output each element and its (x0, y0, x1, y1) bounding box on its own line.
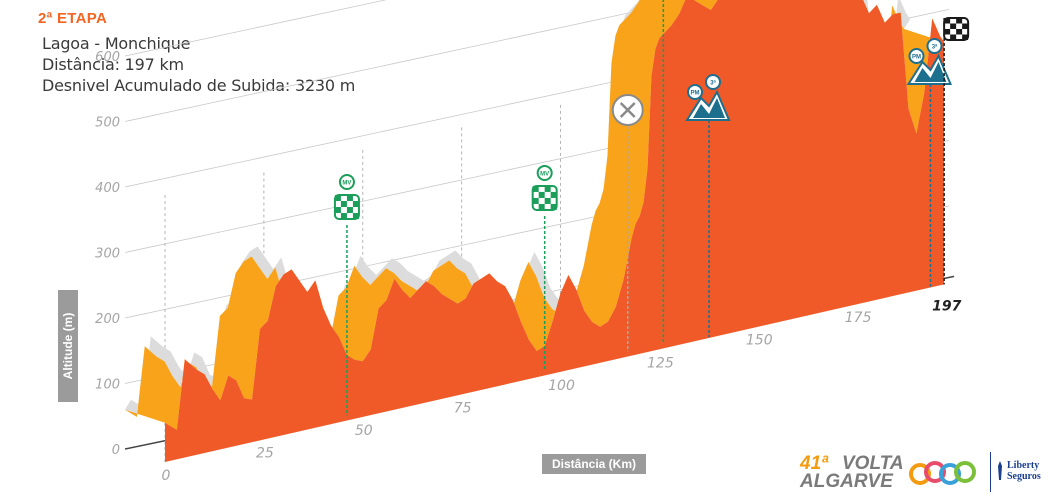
checker-cell (340, 201, 347, 208)
category-badge-icon (705, 74, 722, 90)
pm-badge-icon-text: PM (912, 55, 921, 61)
checker-cell (352, 201, 359, 208)
mv-badge-icon-text: MV (342, 181, 351, 187)
logo-edition: 41ª (800, 453, 829, 474)
mv-badge-icon (536, 164, 553, 181)
elevation-gain: Desnivel Acumulado de Subida: 3230 m (42, 76, 356, 95)
y-axis-title-box (58, 290, 78, 402)
category-badge-icon-text: 3ª (710, 80, 716, 87)
mountain-fill (693, 98, 726, 118)
race-logo: 41ª VOLTA ALGARVE Liberty Seguros (800, 450, 1041, 495)
x-tick-label: 0 (162, 468, 171, 484)
checker-cell (944, 29, 951, 35)
checker-cell (538, 191, 545, 198)
stage-title: 2ª ETAPA (38, 10, 108, 27)
checkpoint-premio-montanha: PM 3ª (685, 74, 731, 338)
x-tick-label: 75 (454, 400, 472, 416)
checker-cell (962, 23, 969, 29)
y-axis-title-text: Altitude (m) (61, 313, 75, 380)
checker-cell (346, 207, 353, 214)
x-tick-label: 125 (647, 355, 674, 371)
x-tick-label: 25 (256, 445, 274, 461)
checkpoint-meta-volante: MV (531, 164, 558, 371)
mv-badge-icon (338, 174, 355, 191)
checker-cell (532, 197, 539, 204)
profile-slope-face (125, 0, 945, 430)
checkpoint-meta-volante: MV (662, 0, 665, 344)
x-tick-label: 50 (355, 423, 373, 439)
y-tick-label: 0 (112, 443, 120, 458)
mountain-fill (914, 62, 947, 82)
checkpoint-abastecimento (611, 94, 644, 352)
sponsor-name: Liberty Seguros (1007, 460, 1041, 482)
y-axis-title: Altitude (m) (58, 290, 78, 402)
y-tick-label: 100 (95, 378, 120, 393)
pm-badge-icon (687, 84, 704, 100)
knife-icon (619, 102, 636, 118)
checker-cell (334, 207, 341, 214)
x-tick-label: 100 (548, 378, 575, 394)
mv-badge-icon-text: MV (540, 171, 549, 177)
profile-front-face (165, 0, 945, 462)
y-tick-label: 200 (95, 312, 120, 327)
checker-cell (944, 18, 951, 24)
x-tick-label: 150 (746, 333, 773, 349)
route-name: Lagoa - Monchique (42, 34, 191, 53)
checker-cell (538, 203, 545, 210)
gridline (124, 0, 387, 57)
checker-cell (352, 213, 359, 220)
logo-name-line2: ALGARVE (800, 471, 893, 492)
checkpoint-markers: MV MV MV PM 3ª PM 3ª (333, 0, 970, 416)
checker-cell (956, 29, 963, 35)
stage-distance: Distância: 197 km (42, 55, 184, 74)
checker-cell (544, 185, 551, 192)
x-tick-label: 175 (845, 310, 872, 326)
category-badge-icon (926, 38, 943, 54)
x-axis-title-text: Distância (Km) (552, 457, 636, 471)
gridline (124, 0, 691, 122)
checker-cell (544, 197, 551, 204)
checker-cell (950, 23, 957, 29)
checker-cell (962, 34, 969, 40)
checker-cell (550, 203, 557, 210)
checker-cell (340, 213, 347, 220)
checkpoint-meta-volante: MV (333, 174, 360, 416)
checker-cell (950, 34, 957, 40)
sponsor-line1: Liberty (1007, 460, 1040, 471)
pm-badge-icon (908, 48, 925, 64)
category-badge-icon-text: 3ª (932, 44, 938, 51)
logo-name-line1: VOLTA (842, 453, 904, 474)
checkpoint-meta (943, 17, 970, 285)
sponsor-line2: Seguros (1007, 471, 1041, 482)
checker-cell (550, 191, 557, 198)
y-tick-label: 500 (95, 116, 120, 131)
x-axis-title-box (542, 454, 646, 474)
cyclists-icon (909, 461, 976, 485)
y-tick-label: 600 (95, 50, 120, 65)
checker-cell (532, 185, 539, 192)
y-tick-label: 300 (95, 247, 120, 262)
checker-cell (956, 18, 963, 24)
checker-cell (346, 195, 353, 202)
x-axis-title: Distância (Km) (542, 454, 646, 474)
pm-badge-icon-text: PM (691, 91, 700, 97)
axis-labels: 0 100 200 300 400 500 600 0 25 50 75 100 125 150 175 19… (95, 50, 961, 484)
y-tick-label: 400 (95, 181, 120, 196)
x-end-label: 197 (932, 298, 961, 314)
statue-icon (998, 461, 1002, 480)
sponsor-logo: Liberty Seguros (990, 452, 1041, 492)
checker-cell (334, 195, 341, 202)
